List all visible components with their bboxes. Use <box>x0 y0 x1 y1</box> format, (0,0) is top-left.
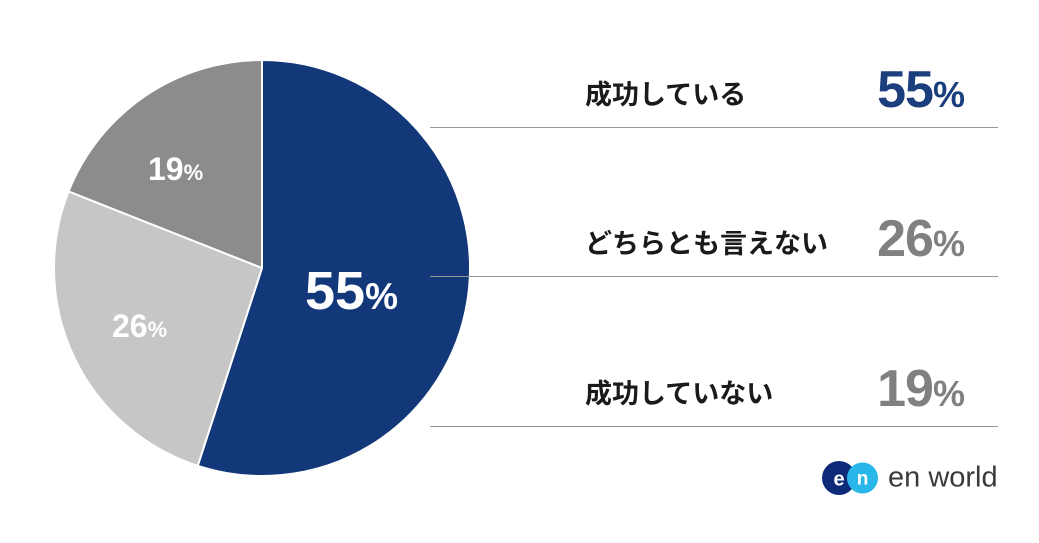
svg-text:n: n <box>857 469 869 490</box>
svg-text:en world: en world <box>888 462 998 494</box>
svg-text:e: e <box>833 469 844 491</box>
